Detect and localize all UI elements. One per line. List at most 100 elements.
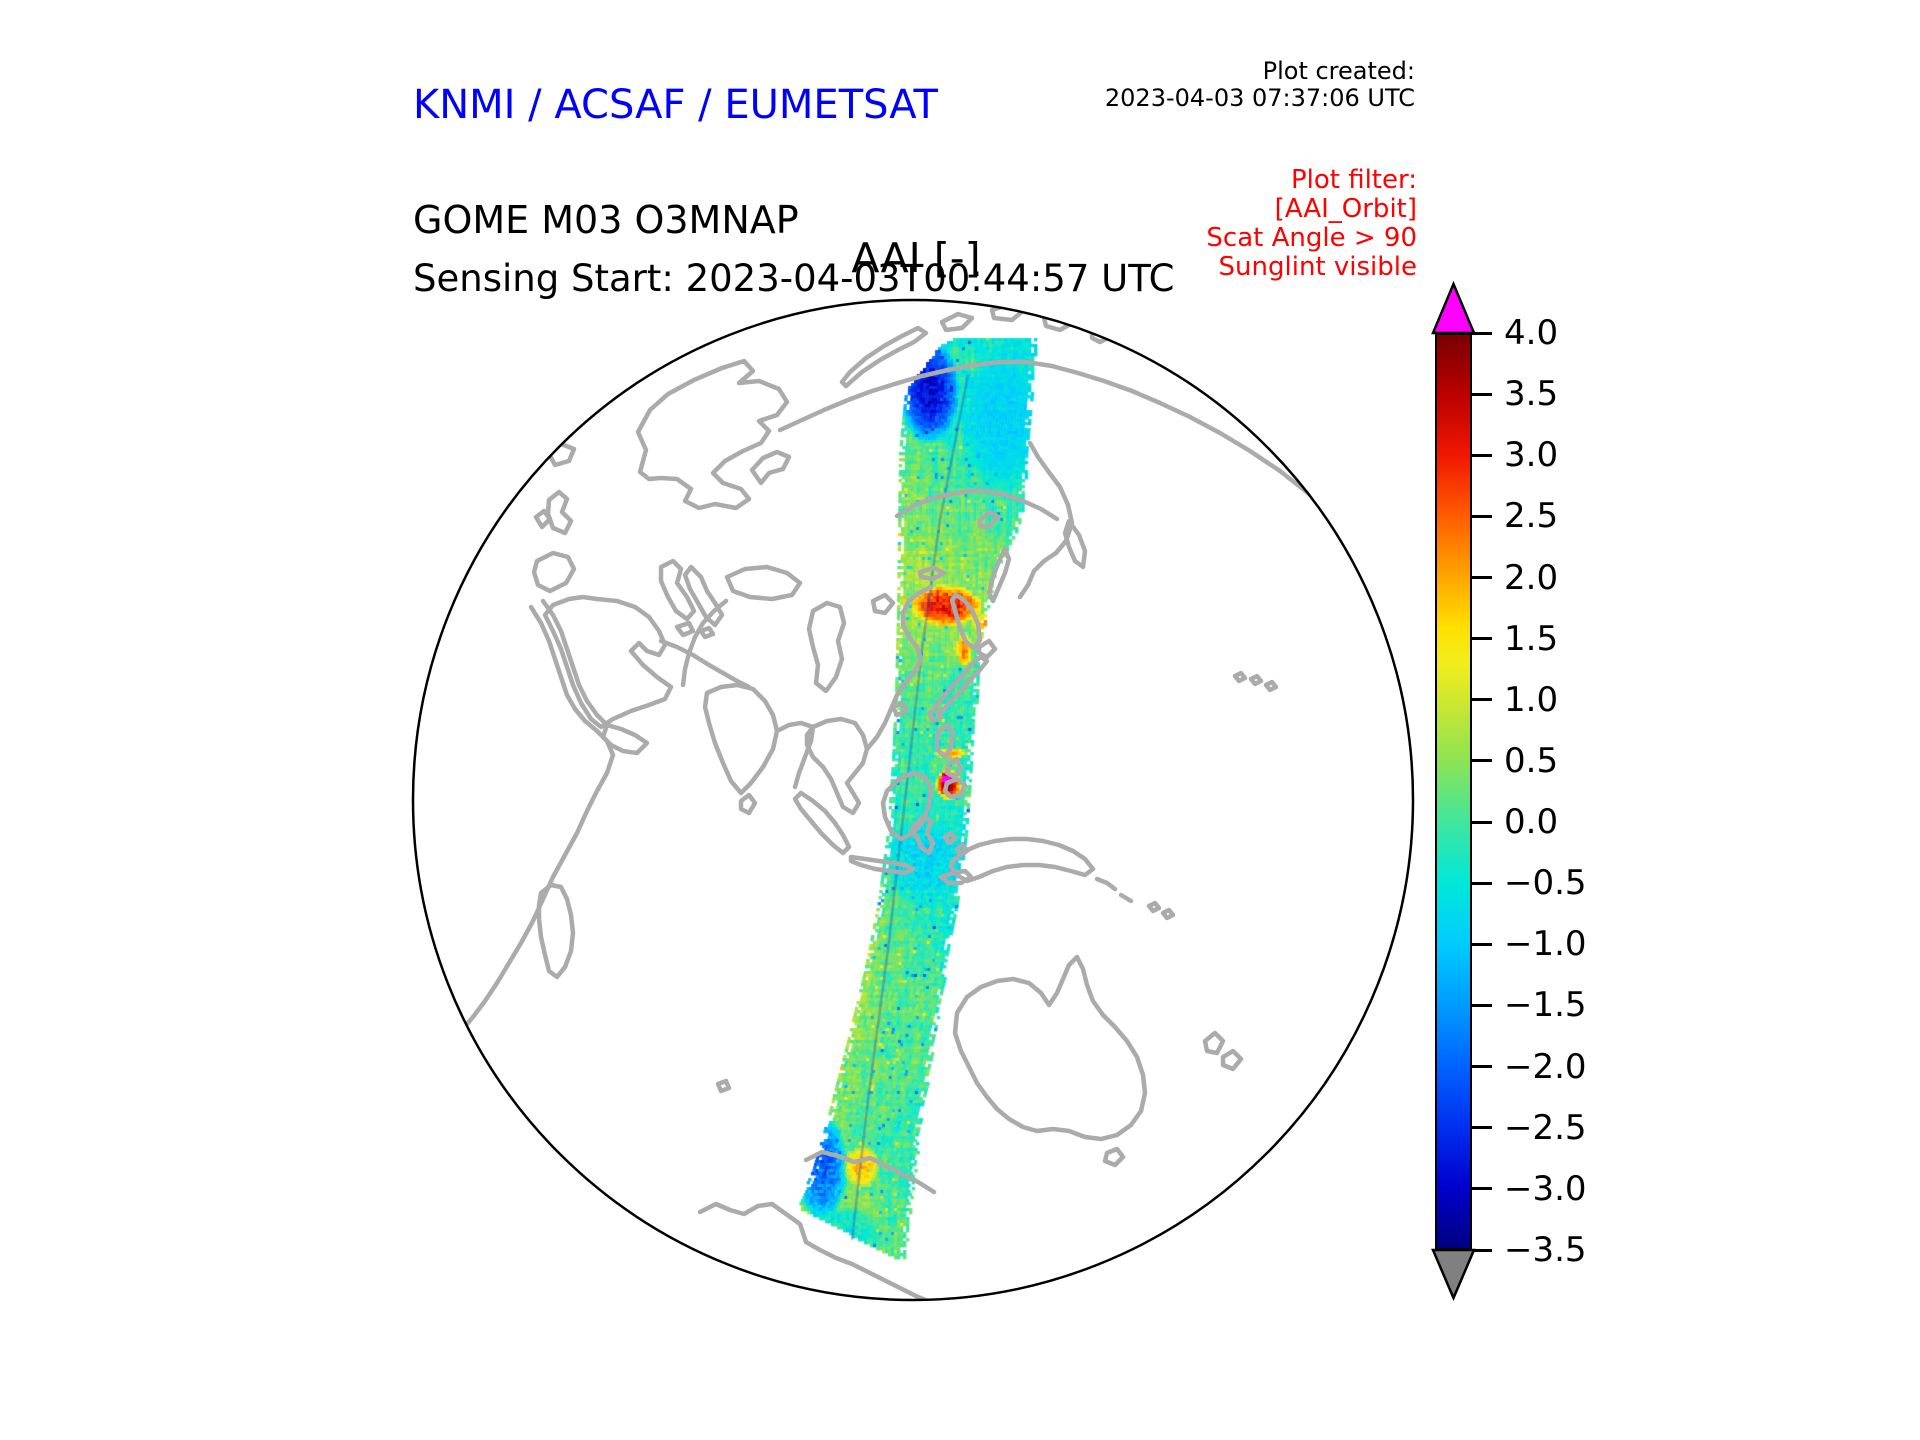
colorbar-tick-label: −2.5 [1504, 1107, 1587, 1148]
coastline-okhotsk-coast [1017, 440, 1075, 600]
colorbar-tick-label: 3.0 [1504, 435, 1559, 476]
coastline-madagascar [536, 882, 576, 980]
coastline-arabia [542, 594, 674, 730]
colorbar-tick [1472, 881, 1492, 885]
coastline-japan-kyushu [926, 706, 944, 724]
coastline-aral-sea [870, 592, 896, 616]
colorbar-under-arrow [1431, 1248, 1476, 1302]
plot-created-block: Plot created: 2023-04-03 07:37:06 UTC [1105, 58, 1415, 112]
coastline-bengal-myanmar-coast [774, 720, 816, 790]
coastline-india [702, 682, 780, 796]
coastline-korea [949, 592, 983, 651]
colorbar-tick [1472, 820, 1492, 824]
coastline-lake-balkhash [917, 565, 947, 582]
colorbar-tick [1472, 1126, 1492, 1130]
coastline-china-coast [864, 584, 934, 752]
coastline-iran-pakistan-coast [658, 638, 752, 690]
globe-outline [411, 298, 1415, 1302]
coastline-red-sea-east [540, 598, 610, 728]
colorbar-tick-label: −3.0 [1504, 1168, 1587, 1209]
plot-filter-line: [AAI_Orbit] [1274, 194, 1417, 224]
coastline-sakhalin [986, 546, 1012, 604]
coastline-pacific-islet-2 [1248, 673, 1264, 687]
coastline-pacific-islet-3 [1263, 679, 1279, 693]
coastline-sri-lanka [738, 792, 758, 816]
colorbar-tick-label: −1.0 [1504, 924, 1587, 965]
colorbar-tick [1472, 1003, 1492, 1007]
coastline-visayas [944, 756, 964, 780]
coastline-japan-honshu [932, 654, 990, 716]
coastline-caspian-sea [806, 600, 847, 694]
coastline-britain [545, 489, 574, 536]
colorbar-tick [1472, 1248, 1492, 1252]
coastline-arctic-island-1 [939, 311, 975, 333]
colorbar-tick [1472, 453, 1492, 457]
coastline-new-guinea [948, 836, 1096, 884]
coastline-scandinavia [635, 358, 790, 511]
colorbar-tick-label: −0.5 [1504, 863, 1587, 904]
coastline-africa-east-coast [458, 728, 616, 1034]
coastline-fiji-1 [1146, 900, 1162, 914]
colorbar-tick [1472, 637, 1492, 641]
colorbar-tick [1472, 942, 1492, 946]
colorbar-tick-label: 4.0 [1504, 313, 1559, 353]
colorbar-tick-label: 1.5 [1504, 618, 1559, 659]
coastline-nz-south-island [1220, 1048, 1244, 1072]
colorbar-tick [1472, 576, 1492, 580]
coastline-ireland [533, 508, 553, 530]
coastline-siberia-crossing-coast [894, 488, 1060, 522]
coastline-sicily [674, 620, 696, 638]
coastlines-layer [458, 301, 1397, 1299]
coastline-fiji-2 [1160, 907, 1176, 921]
plot-filter-line: Plot filter: [1290, 165, 1417, 195]
colorbar-tick-label: −2.0 [1504, 1046, 1587, 1087]
coastline-pacific-islet-1 [1232, 670, 1248, 684]
coastline-iberia [531, 550, 577, 594]
plot-created-label: Plot created: [1262, 57, 1415, 85]
coastline-borneo [880, 770, 934, 842]
coastline-red-sea-west [528, 604, 600, 734]
plot-filter-line: Sunglint visible [1218, 252, 1417, 282]
plot-filter-text: Plot filter: [AAI_Orbit] Scat Angle > 90 Su… [1206, 166, 1417, 282]
coastline-italy [658, 558, 697, 622]
colorbar-tick-label: 0.0 [1504, 802, 1559, 843]
coastline-black-sea [724, 564, 803, 602]
coastline-levant-coast [680, 598, 729, 688]
colorbar-tick-label: 3.5 [1504, 374, 1559, 415]
coastline-kerguelen [715, 1078, 732, 1094]
coastline-solomons-2 [1118, 892, 1134, 904]
colorbar-tick [1472, 331, 1492, 335]
coastline-sumatra [792, 790, 852, 856]
plot-created-timestamp: 2023-04-03 07:37:06 UTC [1104, 84, 1415, 112]
coastline-moluccas-1 [942, 830, 958, 846]
colorbar-tick-label: −1.5 [1504, 985, 1587, 1026]
colorbar-tick [1472, 1187, 1492, 1191]
coastline-novaya-zemlya [839, 325, 929, 389]
coastline-tasmania [1102, 1146, 1126, 1168]
coastline-hainan [890, 700, 910, 718]
colorbar-tick [1472, 392, 1492, 396]
coastline-cyprus [698, 625, 716, 640]
plot-filter-line: Scat Angle > 90 [1206, 223, 1417, 253]
coastline-indochina [804, 716, 870, 816]
org-title: KNMI / ACSAF / EUMETSAT [413, 82, 938, 128]
colorbar-tick [1472, 759, 1492, 763]
colorbar-tick-label: 2.5 [1504, 496, 1559, 537]
coastline-mindanao [942, 776, 968, 800]
sensing-start: Sensing Start: 2023-04-03T00:44:57 UTC [413, 257, 1175, 300]
colorbar-tick [1472, 1065, 1492, 1069]
coastline-greece [682, 564, 725, 628]
product-title: GOME M03 O3MNAP [413, 198, 799, 242]
coastline-sulawesi [908, 814, 936, 856]
coastline-kamchatka [1062, 518, 1088, 570]
coastline-java [848, 854, 916, 876]
coastline-nz-north-island [1202, 1030, 1226, 1056]
colorbar-gradient [1435, 333, 1472, 1250]
colorbar-over-arrow [1431, 280, 1476, 335]
coastline-australia [952, 954, 1148, 1142]
colorbar-tick-label: 0.5 [1504, 740, 1559, 781]
coastline-solomons-1 [1094, 876, 1118, 892]
